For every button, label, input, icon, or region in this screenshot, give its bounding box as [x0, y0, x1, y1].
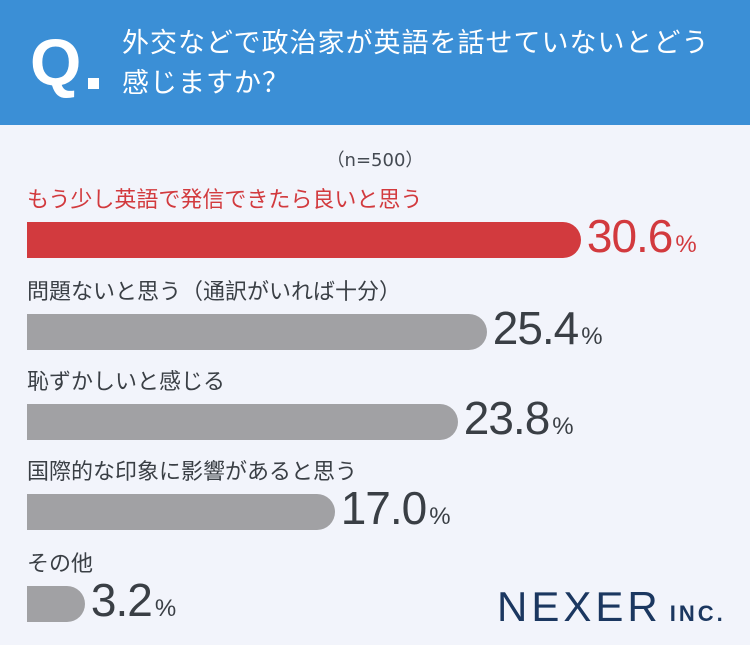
chart-row: もう少し英語で発信できたら良いと思う 30.6%	[0, 186, 750, 276]
bar	[27, 222, 581, 258]
bar-category-label: もう少し英語で発信できたら良いと思う	[27, 188, 423, 213]
bar	[27, 404, 458, 440]
bar-value-number: 23.8	[463, 392, 551, 444]
bar-value-number: 17.0	[340, 482, 428, 534]
question-mark: Q	[30, 25, 82, 99]
logo-main: NEXER	[497, 583, 662, 630]
bar-value-unit: %	[675, 231, 697, 258]
bar-value-unit: %	[552, 413, 574, 440]
question-header: Q 外交などで政治家が英語を話せていないとどう感じますか？	[0, 0, 750, 125]
bar-value-label: 17.0%	[341, 480, 451, 536]
bar-value-number: 25.4	[492, 302, 580, 354]
bar-value-label: 3.2%	[91, 572, 176, 628]
bar	[27, 494, 335, 530]
chart-row: 国際的な印象に影響があると思う 17.0%	[0, 458, 750, 548]
bar	[27, 586, 85, 622]
bar-value-label: 25.4%	[493, 300, 603, 356]
bar-category-label: 問題ないと思う（通訳がいれば十分）	[27, 280, 402, 305]
bar-category-label: 国際的な印象に影響があると思う	[27, 460, 358, 485]
chart-row: その他 3.2%	[0, 550, 750, 640]
bar-value-unit: %	[581, 323, 603, 350]
bar-value-number: 30.6	[586, 210, 674, 262]
bar-category-label: 恥ずかしいと感じる	[27, 370, 226, 395]
chart-row: 恥ずかしいと感じる 23.8%	[0, 368, 750, 458]
bar-category-label: その他	[27, 552, 94, 577]
bar-value-label: 23.8%	[464, 390, 574, 446]
question-text: 外交などで政治家が英語を話せていないとどう感じますか？	[122, 28, 710, 99]
bar-value-unit: %	[429, 503, 451, 530]
chart-row: 問題ないと思う（通訳がいれば十分） 25.4%	[0, 278, 750, 368]
logo-sub: INC.	[669, 601, 726, 626]
nexer-logo: NEXER INC.	[497, 583, 726, 631]
bar	[27, 314, 487, 350]
question-dot	[88, 78, 99, 89]
sample-size-note: （n=500）	[326, 150, 424, 171]
bar-value-unit: %	[154, 595, 177, 622]
bar-value-label: 30.6%	[587, 208, 697, 264]
bar-value-number: 3.2	[90, 574, 153, 626]
